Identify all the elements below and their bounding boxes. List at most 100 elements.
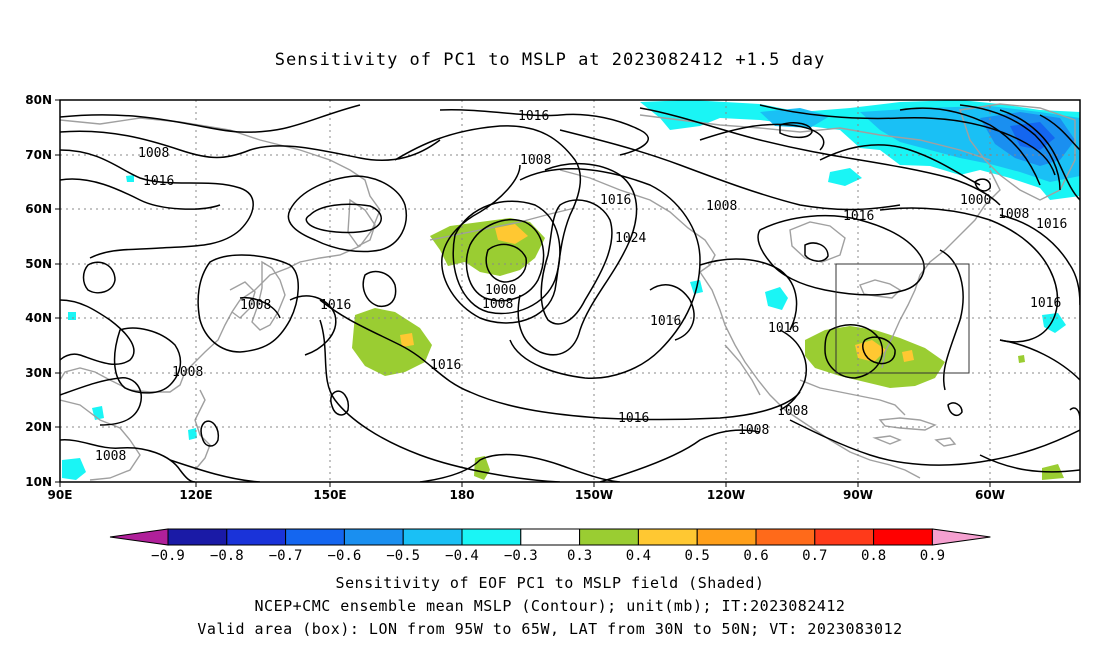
- contour-line: [113, 327, 182, 394]
- colorbar-swatch: [285, 528, 345, 546]
- contour-line: [540, 199, 613, 325]
- contour-line: [82, 261, 116, 294]
- lat-label: 50N: [25, 257, 52, 271]
- colorbar-label: −0.4: [445, 548, 479, 564]
- contour-line: [819, 144, 981, 186]
- colorbar-swatch: [696, 528, 757, 546]
- contour-label: 1008: [520, 153, 551, 168]
- contour-line: [599, 429, 761, 482]
- lon-label: 90E: [48, 488, 73, 502]
- contour-line: [239, 297, 281, 319]
- contour-label: 1016: [518, 109, 549, 124]
- contour-label: 1016: [618, 411, 649, 426]
- positive-shade-pacific: [352, 308, 432, 376]
- colorbar-arrow-high: [931, 528, 991, 546]
- contour-line: [197, 254, 299, 353]
- contour-line: [979, 454, 1080, 473]
- lon-label: 90W: [843, 488, 873, 502]
- contour-line: [517, 162, 638, 356]
- contour-line: [60, 130, 441, 162]
- contour-line: [699, 123, 825, 151]
- contour-label: 1000: [960, 193, 991, 208]
- contour-label: 1016: [430, 358, 461, 373]
- colorbar-swatch: [343, 528, 404, 546]
- lon-label: 120W: [707, 488, 745, 502]
- contour-line: [319, 319, 561, 482]
- colorbar-label: 0.7: [802, 548, 827, 564]
- contour-line: [649, 284, 695, 341]
- colorbar-label: −0.6: [328, 548, 362, 564]
- contour-line: [60, 299, 135, 365]
- colorbar-swatch: [167, 528, 228, 546]
- lon-label: 150W: [575, 488, 613, 502]
- contour-line: [60, 439, 196, 482]
- coast-na-east: [881, 169, 1001, 369]
- lon-label: 180: [449, 488, 474, 502]
- contour-line: [439, 108, 649, 156]
- coast-na-west: [699, 271, 921, 479]
- axis-ticks: [55, 99, 991, 487]
- coast-japan: [251, 260, 286, 331]
- colorbar-label: 0.4: [626, 548, 651, 564]
- contour-label: 1016: [1036, 217, 1067, 232]
- lon-label: 150E: [313, 488, 346, 502]
- contour-line: [899, 107, 1041, 186]
- latitude-labels: 80N 70N 60N 50N 40N 30N 20N 10N: [25, 93, 52, 489]
- colorbar-swatch: [579, 528, 639, 546]
- mslp-contours: [60, 104, 1080, 482]
- contour-line: [824, 324, 884, 379]
- contour-line: [939, 249, 964, 391]
- colorbar-label: −0.5: [386, 548, 420, 564]
- contour-label: 1016: [768, 321, 799, 336]
- contour-line: [305, 203, 382, 234]
- contour-label: 1016: [843, 209, 874, 224]
- contour-line: [804, 242, 829, 262]
- contour-label: 1016: [143, 174, 174, 189]
- contour-label: 1016: [1030, 296, 1061, 311]
- contour-line: [779, 329, 807, 411]
- contour-line: [947, 402, 963, 417]
- contour-label: 1008: [172, 365, 203, 380]
- contour-label: 1008: [138, 146, 169, 161]
- colorbar-label: 0.9: [920, 548, 945, 564]
- contour-line: [452, 200, 561, 315]
- colorbar-swatch: [814, 528, 875, 546]
- contour-label: 1016: [650, 314, 681, 329]
- contour-line: [862, 336, 896, 365]
- contour-line: [287, 175, 407, 253]
- contour-line: [789, 419, 1080, 466]
- contour-line: [699, 258, 798, 331]
- contour-label: 1016: [320, 298, 351, 313]
- grid-lines: [60, 100, 1080, 482]
- caption-valid-area: Valid area (box): LON from 95W to 65W, L…: [197, 620, 903, 638]
- contour-line: [779, 122, 813, 139]
- contour-label: 1008: [95, 449, 126, 464]
- colorbar-swatch: [637, 528, 698, 546]
- lat-label: 40N: [25, 311, 52, 325]
- coast-hudson-bay: [789, 221, 846, 263]
- contour-line: [362, 270, 397, 308]
- longitude-labels: 90E 120E 150E 180 150W 120W 90W 60W: [48, 488, 1005, 502]
- contour-line: [60, 178, 221, 210]
- contour-line: [759, 104, 1056, 176]
- contour-line: [1069, 407, 1080, 421]
- coast-greenland: [959, 103, 1076, 201]
- colorbar-swatch: [520, 528, 581, 546]
- colorbar-label: 0.5: [685, 548, 710, 564]
- contour-line: [999, 109, 1080, 201]
- coast-gulf-mexico: [799, 379, 906, 416]
- coast-east-asia: [60, 117, 381, 393]
- contour-line: [60, 377, 142, 426]
- valid-area-box: [835, 263, 970, 374]
- contour-label: 1016: [600, 193, 631, 208]
- contour-label: 1008: [706, 199, 737, 214]
- contour-line: [757, 214, 925, 296]
- contour-labels: 1016 1008 1016 1008 1016 1008 1016 1024 …: [95, 109, 1067, 464]
- lat-label: 30N: [25, 366, 52, 380]
- colorbar-label: −0.8: [210, 548, 244, 564]
- lat-label: 70N: [25, 148, 52, 162]
- colorbar-arrow-low: [109, 528, 169, 546]
- contour-line: [169, 459, 261, 482]
- lat-label: 80N: [25, 93, 52, 107]
- coast-southeast-asia: [60, 399, 141, 481]
